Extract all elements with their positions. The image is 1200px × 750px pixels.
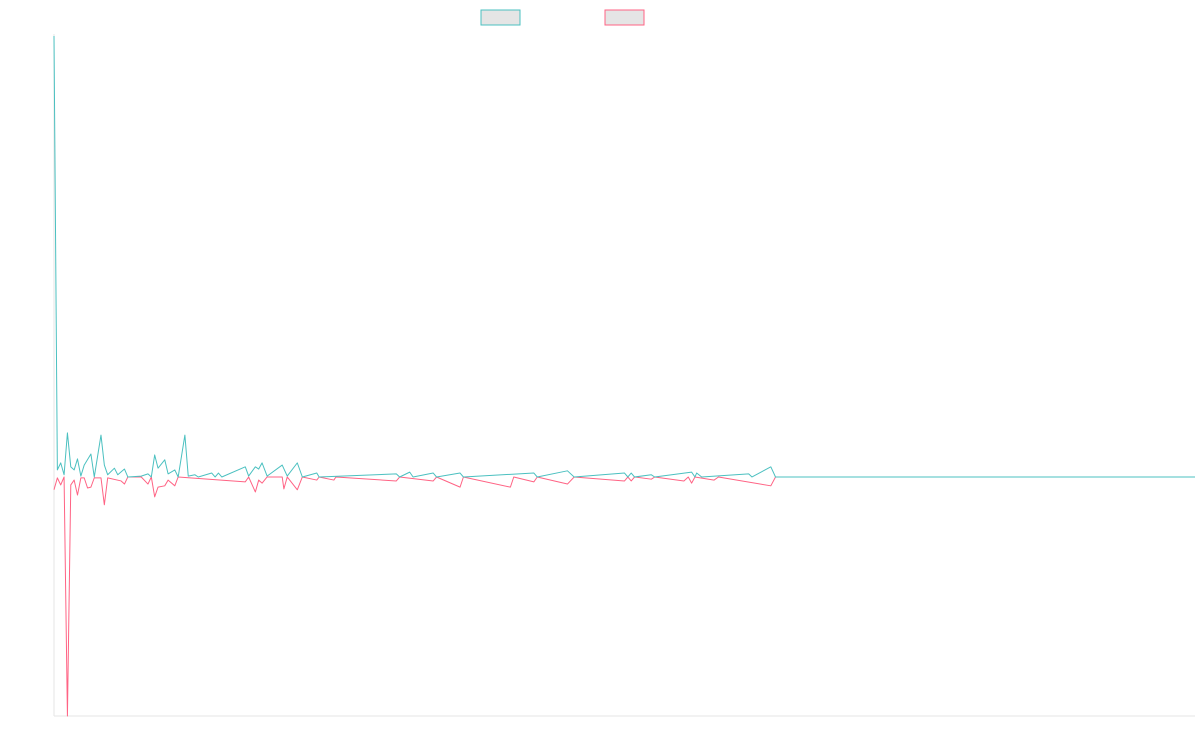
legend-swatch	[604, 9, 645, 26]
series-line	[53, 476, 789, 717]
series-line	[53, 35, 1195, 478]
legend-swatch	[480, 9, 521, 26]
